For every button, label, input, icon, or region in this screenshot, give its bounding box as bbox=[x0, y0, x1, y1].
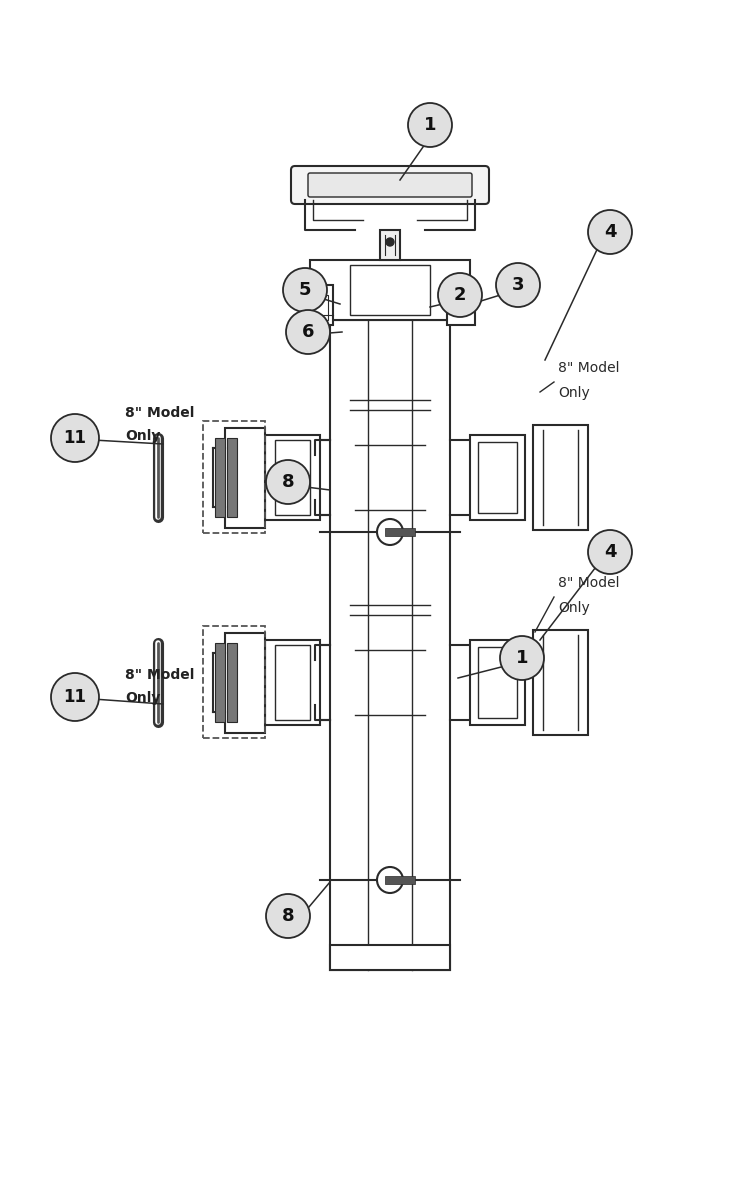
Text: 8: 8 bbox=[282, 473, 294, 491]
Circle shape bbox=[286, 310, 330, 354]
Text: Only: Only bbox=[558, 386, 590, 400]
Text: 4: 4 bbox=[604, 223, 616, 241]
Bar bbox=[330, 946, 450, 970]
FancyBboxPatch shape bbox=[291, 166, 489, 204]
Bar bbox=[215, 438, 225, 517]
Text: Only: Only bbox=[558, 601, 590, 614]
Circle shape bbox=[438, 272, 482, 317]
Bar bbox=[533, 630, 588, 734]
Bar bbox=[385, 528, 415, 536]
Text: Only: Only bbox=[125, 428, 160, 443]
Bar bbox=[275, 440, 310, 515]
Circle shape bbox=[283, 268, 327, 312]
Circle shape bbox=[51, 414, 99, 462]
Circle shape bbox=[460, 299, 472, 311]
Bar bbox=[330, 320, 450, 970]
Text: 6: 6 bbox=[302, 323, 314, 341]
Circle shape bbox=[408, 103, 452, 146]
Bar bbox=[533, 425, 588, 530]
Bar bbox=[265, 640, 320, 725]
Bar bbox=[470, 434, 525, 520]
Text: 11: 11 bbox=[63, 688, 86, 706]
Bar bbox=[478, 647, 517, 718]
Bar bbox=[265, 434, 320, 520]
Circle shape bbox=[266, 894, 310, 938]
Bar bbox=[305, 284, 333, 325]
Circle shape bbox=[266, 460, 310, 504]
Circle shape bbox=[377, 518, 403, 545]
Circle shape bbox=[496, 263, 540, 307]
Bar bbox=[350, 265, 430, 314]
Bar bbox=[203, 421, 265, 533]
Bar bbox=[203, 626, 265, 738]
Bar bbox=[227, 438, 237, 517]
Text: Only: Only bbox=[125, 691, 160, 704]
Bar bbox=[385, 876, 415, 884]
Bar bbox=[275, 646, 310, 720]
Bar bbox=[380, 230, 400, 260]
Circle shape bbox=[51, 673, 99, 721]
Bar bbox=[310, 260, 470, 320]
Text: 8" Model: 8" Model bbox=[558, 576, 620, 590]
Bar bbox=[310, 295, 328, 320]
Circle shape bbox=[588, 210, 632, 254]
Bar bbox=[447, 284, 475, 325]
Bar bbox=[215, 643, 225, 722]
Text: 3: 3 bbox=[512, 276, 524, 294]
Text: 4: 4 bbox=[604, 542, 616, 560]
Bar bbox=[225, 632, 265, 732]
Text: 2: 2 bbox=[453, 286, 466, 304]
Text: 8" Model: 8" Model bbox=[558, 361, 620, 374]
Text: 8: 8 bbox=[282, 907, 294, 925]
Circle shape bbox=[386, 238, 394, 246]
Text: 11: 11 bbox=[63, 428, 86, 446]
Circle shape bbox=[588, 530, 632, 574]
Bar bbox=[470, 640, 525, 725]
Bar bbox=[225, 427, 265, 528]
Text: 1: 1 bbox=[516, 649, 528, 667]
FancyBboxPatch shape bbox=[308, 173, 472, 197]
Text: 8" Model: 8" Model bbox=[125, 668, 194, 682]
Circle shape bbox=[500, 636, 544, 680]
Circle shape bbox=[377, 866, 403, 893]
Text: 8" Model: 8" Model bbox=[125, 406, 194, 420]
Text: 5: 5 bbox=[299, 281, 311, 299]
Bar bbox=[227, 643, 237, 722]
Bar bbox=[478, 442, 517, 514]
Text: 1: 1 bbox=[423, 116, 436, 134]
